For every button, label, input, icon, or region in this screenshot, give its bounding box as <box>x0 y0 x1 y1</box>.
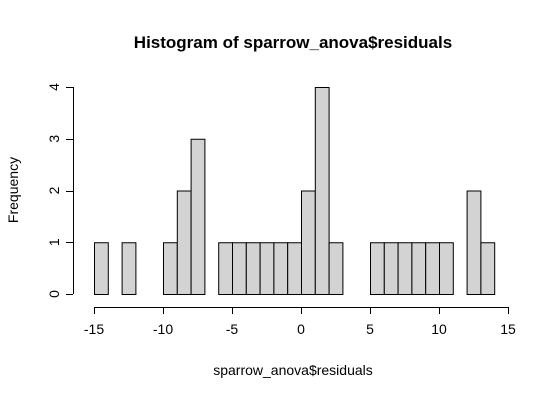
histogram-bar <box>412 243 426 295</box>
y-tick-label: 3 <box>46 135 62 143</box>
y-axis-label: Frequency <box>5 157 21 223</box>
bars-group <box>95 88 495 295</box>
histogram-bar <box>440 243 454 295</box>
histogram-bar <box>233 243 247 295</box>
x-tick-label: 10 <box>431 321 447 337</box>
x-tick-label: 5 <box>366 321 374 337</box>
x-tick-label: -5 <box>226 321 239 337</box>
histogram-bar <box>164 243 178 295</box>
histogram-bar <box>122 243 136 295</box>
histogram-bar <box>260 243 274 295</box>
y-tick-label: 4 <box>46 83 62 91</box>
histogram-bar <box>329 243 343 295</box>
y-tick-label: 1 <box>46 238 62 246</box>
histogram-bar <box>398 243 412 295</box>
histogram-bar <box>246 243 260 295</box>
histogram-bar <box>384 243 398 295</box>
y-axis: 0 1 2 3 4 <box>46 83 74 298</box>
histogram-bar <box>288 243 302 295</box>
histogram-bar <box>426 243 440 295</box>
y-tick-label: 0 <box>46 290 62 298</box>
x-axis: -15 -10 -5 0 5 10 15 <box>84 307 516 337</box>
x-tick-label: 0 <box>297 321 305 337</box>
y-tick-label: 2 <box>46 186 62 194</box>
histogram-bar <box>302 191 316 295</box>
histogram-bar <box>219 243 233 295</box>
histogram-bar <box>371 243 385 295</box>
histogram-bar <box>467 191 481 295</box>
histogram-bar <box>95 243 109 295</box>
histogram-bar <box>481 243 495 295</box>
chart-title: Histogram of sparrow_anova$residuals <box>134 33 452 52</box>
histogram-bar <box>191 139 205 294</box>
x-tick-label: 15 <box>500 321 516 337</box>
histogram-bar <box>315 88 329 295</box>
histogram-bar <box>274 243 288 295</box>
x-axis-label: sparrow_anova$residuals <box>213 362 373 378</box>
x-tick-label: -10 <box>153 321 173 337</box>
histogram-bar <box>177 191 191 295</box>
x-tick-label: -15 <box>84 321 104 337</box>
